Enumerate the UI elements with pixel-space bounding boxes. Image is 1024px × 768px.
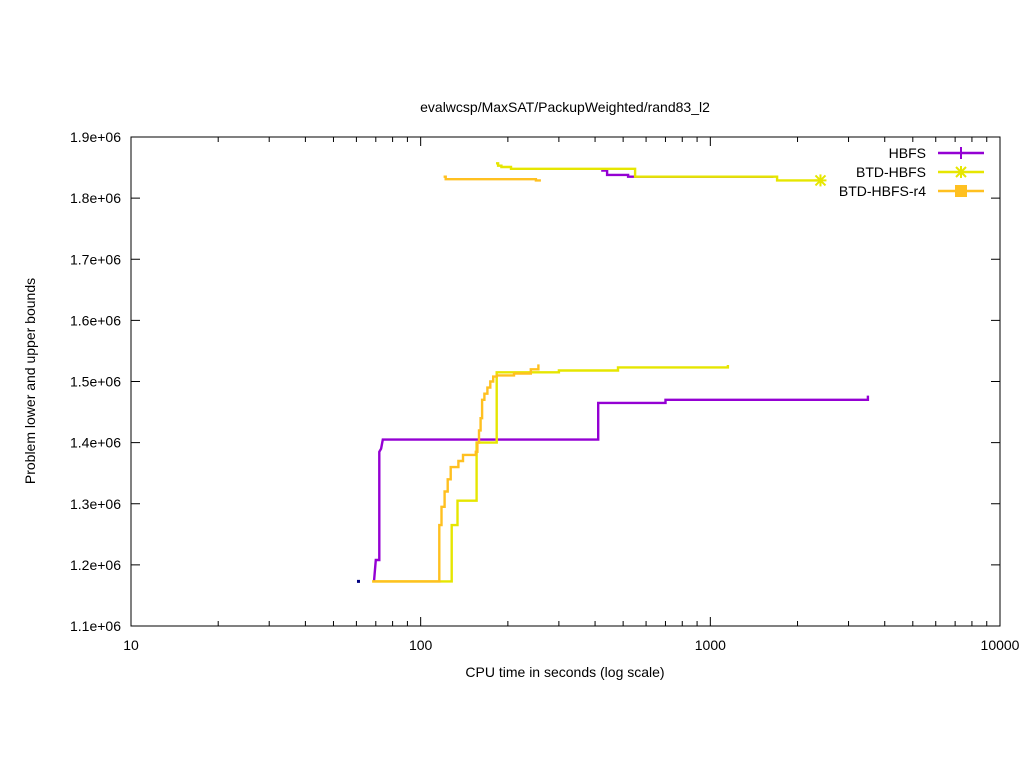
y-tick-label: 1.7e+06 (70, 251, 121, 267)
legend-label-btd-hbfs-r4: BTD-HBFS-r4 (839, 183, 926, 199)
y-tick-label: 1.8e+06 (70, 190, 121, 206)
x-tick-label: 100 (409, 637, 433, 653)
y-tick-label: 1.6e+06 (70, 312, 121, 328)
legend-marker-btd-hbfs-r4 (955, 185, 967, 197)
x-tick-label: 10000 (981, 637, 1020, 653)
x-tick-label: 10 (123, 637, 139, 653)
chart-title: evalwcsp/MaxSAT/PackupWeighted/rand83_l2 (420, 99, 710, 115)
x-tick-label: 1000 (695, 637, 726, 653)
legend-marker-btd-hbfs (955, 166, 967, 178)
y-tick-label: 1.9e+06 (70, 129, 121, 145)
y-tick-label: 1.5e+06 (70, 374, 121, 390)
y-tick-label: 1.4e+06 (70, 435, 121, 451)
series-marker-btd-hbfs (814, 174, 827, 187)
series-line-btd-hbfs-lower-bound (372, 365, 730, 583)
legend-label-btd-hbfs: BTD-HBFS (856, 164, 926, 180)
legend: HBFS BTD-HBFS BTD-HBFS-r4 (839, 145, 984, 199)
y-tick-label: 1.2e+06 (70, 557, 121, 573)
series-line-btd-hbfs-r4-lower-bound (372, 364, 540, 583)
legend-label-hbfs: HBFS (889, 145, 926, 161)
plot-area: 10 100 1000 10000 1.1e+06 1.2e+06 1.3e+06 1.4e+… (70, 129, 1020, 653)
series-line-btd-hbfs-upper-bound (496, 162, 821, 182)
plot-frame (130, 136, 1001, 627)
x-axis-label: CPU time in seconds (log scale) (465, 664, 664, 680)
series-line-btd-hbfs-r4-upper-bound (443, 175, 541, 182)
y-tick-label: 1.1e+06 (70, 618, 121, 634)
series-line-hbfs-lower-bound (372, 395, 870, 582)
y-axis-label: Problem lower and upper bounds (22, 278, 38, 484)
y-tick-label: 1.3e+06 (70, 496, 121, 512)
data-point (356, 579, 360, 583)
